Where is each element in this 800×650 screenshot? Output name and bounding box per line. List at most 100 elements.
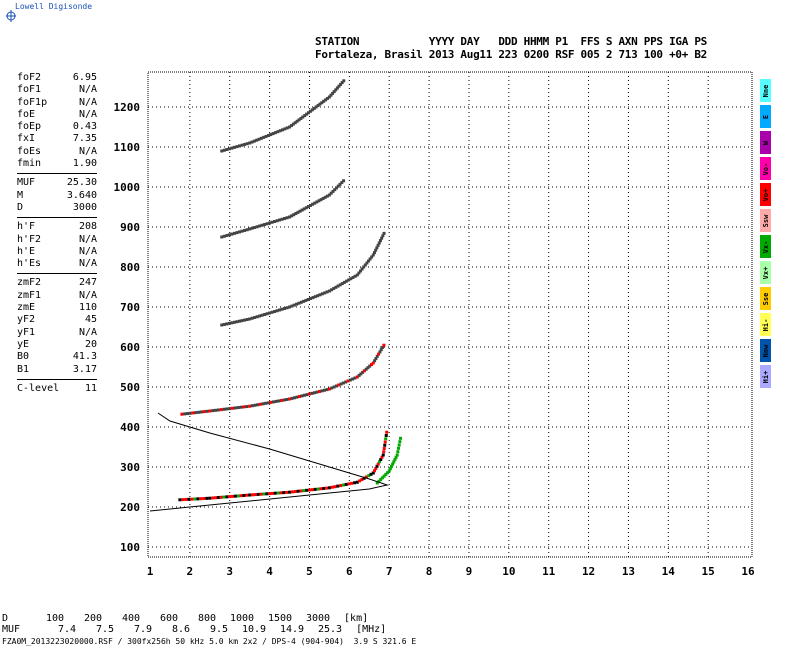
param-name: yE <box>17 338 30 350</box>
param-row: yE 20 <box>17 339 97 351</box>
echo-point <box>231 494 235 498</box>
param-name: zmE <box>17 302 36 314</box>
echo-point <box>325 194 329 198</box>
echo-point <box>362 476 366 480</box>
echo-point <box>346 379 350 383</box>
legend-item: Nnw <box>760 339 771 362</box>
x-tick-label: 8 <box>426 565 433 578</box>
echo-point <box>293 396 297 400</box>
echo-point <box>312 106 316 110</box>
echo-point <box>235 320 239 324</box>
echo-point <box>279 491 283 495</box>
echo-point <box>185 412 189 416</box>
param-name: fmin <box>17 158 42 170</box>
param-value: 3000 <box>72 201 97 213</box>
echo-point <box>339 82 343 86</box>
muf-table-cell: 10.9 <box>241 624 267 635</box>
echo-point <box>381 234 385 238</box>
echo-point <box>363 263 367 267</box>
echo-point <box>319 198 323 202</box>
echo-point <box>306 297 310 301</box>
echo-point <box>295 302 299 306</box>
header-columns: STATION YYYY DAY DDD HHMM P1 FFS S AXN P… <box>315 35 707 48</box>
echo-point <box>191 411 195 415</box>
echo-point <box>371 253 375 257</box>
echo-point <box>308 109 312 113</box>
unit-label: [MHz] <box>356 624 387 635</box>
echo-point <box>305 393 309 397</box>
param-name: MUF <box>17 177 36 189</box>
echo-point <box>398 440 402 444</box>
echo-point <box>304 298 308 302</box>
y-tick-label: 100 <box>120 541 140 554</box>
echo-point <box>316 104 320 108</box>
echo-point <box>382 343 386 347</box>
legend-item: E <box>760 105 771 128</box>
echo-point <box>377 352 381 356</box>
param-row: M 3.640 <box>17 190 97 202</box>
echo-point <box>278 218 282 222</box>
x-tick-label: 10 <box>502 565 515 578</box>
y-tick-label: 500 <box>120 381 140 394</box>
echo-point <box>320 389 324 393</box>
echo-point <box>293 121 297 125</box>
param-value: 20 <box>84 338 97 350</box>
echo-point <box>388 467 392 471</box>
echo-point <box>258 224 262 228</box>
echo-point <box>311 296 315 300</box>
param-row: fxI 7.35 <box>17 133 97 145</box>
param-value: N/A <box>78 145 97 157</box>
echo-point <box>290 304 294 308</box>
echo-point <box>302 207 306 211</box>
echo-point <box>282 398 286 402</box>
param-name: foF2 <box>17 72 42 83</box>
echo-point <box>381 453 385 457</box>
echo-point <box>290 214 294 218</box>
legend-item: Vo- <box>760 157 771 180</box>
echo-point <box>261 402 265 406</box>
muf-table-cell: 1000 <box>229 613 255 624</box>
echo-point <box>366 259 370 263</box>
echo-point <box>233 494 237 498</box>
echo-point <box>344 380 348 384</box>
param-row: foF1p N/A <box>17 97 97 109</box>
param-value: 208 <box>78 221 97 233</box>
param-value: N/A <box>78 258 97 270</box>
echo-point <box>368 257 372 261</box>
echo-point <box>323 195 327 199</box>
echo-point <box>366 366 370 370</box>
echo-point <box>318 102 322 106</box>
echo-point <box>319 487 323 491</box>
muf-table-cell: 7.5 <box>96 624 115 635</box>
echo-point <box>273 220 277 223</box>
echo-point <box>288 125 292 129</box>
echo-point <box>272 400 276 404</box>
scaled-parameters-panel: foF2 6.95 foF1 N/A foF1p N/A foE N/A foEp 0.43 fxI… <box>17 72 97 395</box>
echo-point <box>399 436 403 440</box>
echo-point <box>322 486 326 490</box>
echo-point <box>302 299 306 303</box>
echo-point <box>253 316 257 319</box>
muf-table-d-row: D 100 200 400 600 800 1000 1500 3000 [km] <box>2 613 368 624</box>
echo-point <box>225 407 229 411</box>
echo-point <box>295 119 299 123</box>
param-name: fxI <box>17 133 36 145</box>
echo-point <box>268 492 272 496</box>
echo-point <box>353 481 357 485</box>
echo-point <box>270 310 274 314</box>
echo-point <box>183 412 187 416</box>
echo-point <box>347 482 351 486</box>
echo-point <box>288 490 292 494</box>
echo-point <box>265 222 269 226</box>
echo-point <box>242 405 246 409</box>
param-name: yF2 <box>17 314 36 326</box>
echo-point <box>330 386 334 390</box>
echo-point <box>245 142 249 146</box>
param-row: zmF2 247 <box>17 277 97 289</box>
echo-point <box>285 397 289 401</box>
echo-point <box>239 494 243 498</box>
param-row: h'Es N/A <box>17 258 97 270</box>
echo-point <box>232 320 236 324</box>
muf-table-cell: 200 <box>83 613 103 624</box>
echo-point <box>362 265 366 269</box>
